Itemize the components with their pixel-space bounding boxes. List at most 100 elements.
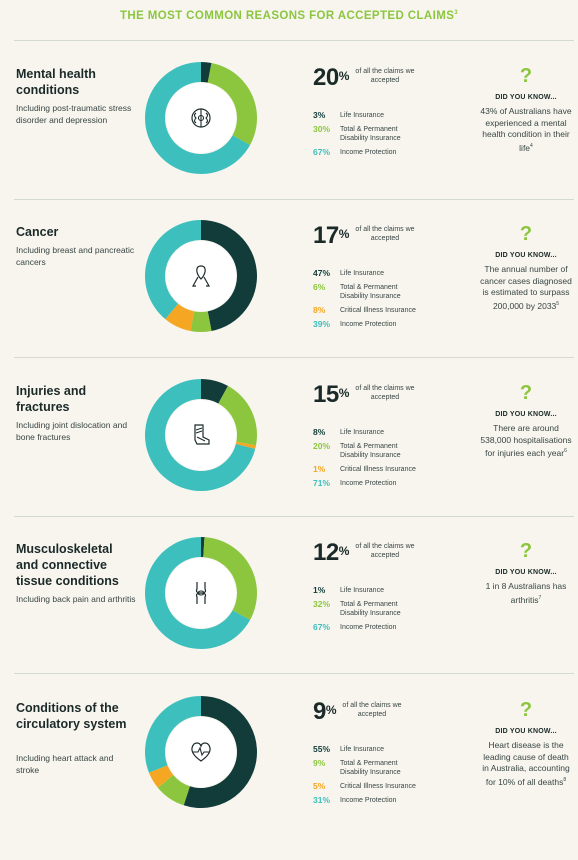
question-mark-icon: ? bbox=[519, 65, 533, 87]
section-divider bbox=[14, 516, 574, 517]
breakdown-label: Life Insurance bbox=[340, 112, 384, 119]
donut-slice-life bbox=[201, 379, 228, 404]
breakdown-value: 20% bbox=[313, 441, 331, 451]
claims-percent-value: 15 bbox=[313, 381, 339, 408]
donut-slice-tpd bbox=[207, 62, 257, 145]
did-you-know-text: 1 in 8 Australians has arthritis bbox=[485, 581, 567, 605]
breakdown-row-life: 8% Life Insurance bbox=[313, 427, 425, 437]
claims-percent-value: 12 bbox=[313, 539, 339, 566]
breakdown-label: Income Protection bbox=[340, 321, 397, 328]
breakdown-label: Total & Permanent Disability Insurance bbox=[340, 126, 401, 142]
did-you-know-text: Heart disease is the leading cause of de… bbox=[482, 740, 570, 787]
claims-caption: of all the claims we accepted bbox=[355, 543, 415, 559]
claims-percent: 9% bbox=[313, 698, 337, 725]
did-you-know-ref: 5 bbox=[556, 300, 560, 307]
brain-gear-icon bbox=[191, 108, 211, 128]
section-divider bbox=[14, 357, 574, 358]
breakdown-value: 67% bbox=[313, 622, 331, 632]
breakdown-row-income: 71% Income Protection bbox=[313, 478, 425, 488]
did-you-know: ? DID YOU KNOW... 1 in 8 Australians has a… bbox=[480, 541, 572, 606]
breakdown-row-life: 1% Life Insurance bbox=[313, 585, 425, 595]
breakdown-row-critical: 1% Critical Illness Insurance bbox=[313, 464, 425, 474]
section-description: Including post-traumatic stress disorder… bbox=[16, 103, 132, 125]
donut-slice-critical bbox=[235, 441, 257, 449]
did-you-know-heading: DID YOU KNOW... bbox=[495, 569, 557, 576]
claims-percent: 17% bbox=[313, 224, 349, 248]
breakdown-value: 31% bbox=[313, 795, 331, 805]
donut-center bbox=[166, 400, 236, 470]
breakdown-value: 47% bbox=[313, 268, 331, 278]
section-description: Including joint dislocation and bone fra… bbox=[16, 420, 128, 442]
donut-slice-life bbox=[201, 62, 212, 83]
breakdown-value: 8% bbox=[313, 427, 326, 437]
did-you-know: ? DID YOU KNOW... There are around 538,000… bbox=[480, 383, 572, 459]
did-you-know-heading: DID YOU KNOW... bbox=[495, 411, 557, 418]
did-you-know-heading: DID YOU KNOW... bbox=[495, 252, 557, 259]
donut-slice-income bbox=[145, 537, 251, 649]
did-you-know-text: The annual number of cancer cases diagno… bbox=[480, 264, 572, 311]
breakdown-value: 32% bbox=[313, 599, 331, 609]
breakdown-row-tpd: 32% Total & Permanent Disability Insuranc… bbox=[313, 599, 425, 618]
donut-slice-income bbox=[145, 696, 201, 773]
leg-cast-icon bbox=[194, 424, 210, 445]
did-you-know: ? DID YOU KNOW... 43% of Australians have … bbox=[480, 66, 572, 154]
did-you-know-heading: DID YOU KNOW... bbox=[495, 94, 557, 101]
percent-sign: % bbox=[338, 386, 350, 400]
breakdown-row-income: 67% Income Protection bbox=[313, 147, 425, 157]
section-description: Including heart attack and stroke bbox=[16, 753, 114, 775]
claims-share: 15% bbox=[313, 383, 349, 407]
breakdown-label: Critical Illness Insurance bbox=[340, 466, 416, 473]
breakdown-label: Life Insurance bbox=[340, 587, 384, 594]
breakdown-row-tpd: 20% Total & Permanent Disability Insuranc… bbox=[313, 441, 425, 460]
donut-slice-income bbox=[145, 220, 201, 320]
breakdown-label: Life Insurance bbox=[340, 429, 384, 436]
did-you-know-ref: 8 bbox=[563, 776, 567, 783]
donut-slice-income bbox=[145, 379, 256, 491]
section-divider bbox=[14, 199, 574, 200]
donut-chart bbox=[145, 62, 257, 174]
breakdown-row-income: 39% Income Protection bbox=[313, 319, 425, 329]
policy-breakdown: 8% Life Insurance 20% Total & Permanent Dis… bbox=[313, 427, 425, 492]
did-you-know-ref: 6 bbox=[564, 448, 567, 454]
question-mark-icon: ? bbox=[519, 382, 533, 404]
claims-percent-value: 20 bbox=[313, 64, 339, 91]
breakdown-value: 8% bbox=[313, 305, 326, 315]
section-description: Including back pain and arthritis bbox=[16, 594, 136, 604]
claims-percent-value: 17 bbox=[313, 222, 339, 249]
section-divider bbox=[14, 673, 574, 674]
cancer-ribbon-icon bbox=[191, 265, 211, 287]
breakdown-value: 9% bbox=[313, 758, 326, 768]
did-you-know-ref: 7 bbox=[538, 594, 542, 601]
section-description: Including breast and pancreatic cancers bbox=[16, 245, 135, 267]
question-mark-icon: ? bbox=[519, 540, 533, 562]
page-title: THE MOST COMMON REASONS FOR ACCEPTED CLA… bbox=[119, 10, 459, 22]
breakdown-value: 1% bbox=[313, 585, 326, 595]
breakdown-label: Total & Permanent Disability Insurance bbox=[340, 284, 401, 300]
section-title: Conditions of the circulatory system bbox=[16, 701, 127, 731]
breakdown-label: Total & Permanent Disability Insurance bbox=[340, 601, 401, 617]
claims-percent-value: 9 bbox=[313, 698, 326, 725]
breakdown-label: Critical Illness Insurance bbox=[340, 783, 416, 790]
did-you-know-fact: There are around 538,000 hospitalisation… bbox=[480, 423, 572, 459]
breakdown-value: 39% bbox=[313, 319, 331, 329]
breakdown-label: Critical Illness Insurance bbox=[340, 307, 416, 314]
breakdown-value: 5% bbox=[313, 781, 326, 791]
percent-sign: % bbox=[338, 69, 350, 83]
percent-sign: % bbox=[325, 703, 337, 717]
donut-slice-life bbox=[201, 220, 257, 332]
breakdown-label: Income Protection bbox=[340, 149, 397, 156]
claims-share: 20% bbox=[313, 66, 349, 90]
did-you-know-heading: DID YOU KNOW... bbox=[495, 728, 557, 735]
donut-slice-tpd bbox=[157, 774, 190, 806]
claims-caption: of all the claims we accepted bbox=[355, 385, 415, 401]
did-you-know-fact: The annual number of cancer cases diagno… bbox=[480, 264, 572, 312]
breakdown-row-life: 47% Life Insurance bbox=[313, 268, 425, 278]
breakdown-label: Income Protection bbox=[340, 624, 397, 631]
claim-section: Mental health conditions Including post-t… bbox=[0, 62, 578, 226]
did-you-know-text: 43% of Australians have experienced a me… bbox=[480, 106, 572, 153]
question-mark-icon: ? bbox=[519, 699, 533, 721]
breakdown-value: 30% bbox=[313, 124, 331, 134]
donut-chart bbox=[145, 379, 257, 491]
did-you-know: ? DID YOU KNOW... Heart disease is the lea… bbox=[480, 700, 572, 788]
breakdown-row-life: 55% Life Insurance bbox=[313, 744, 425, 754]
